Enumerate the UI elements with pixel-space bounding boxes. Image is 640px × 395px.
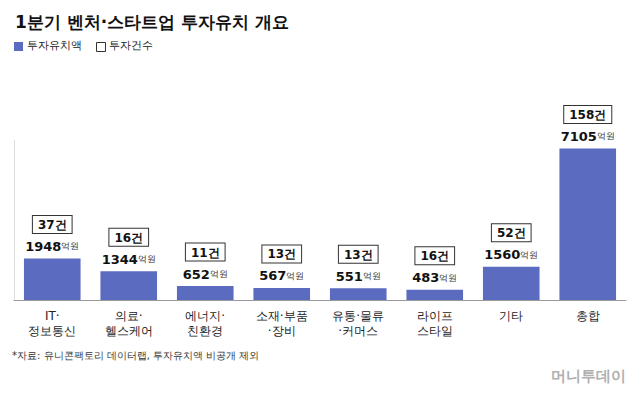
svg-text:친환경: 친환경 — [187, 324, 223, 338]
svg-text:헬스케어: 헬스케어 — [105, 324, 153, 338]
svg-text:억원: 억원 — [138, 254, 156, 264]
svg-text:억원: 억원 — [520, 250, 538, 260]
svg-text:13건: 13건 — [344, 248, 373, 262]
svg-text:총합: 총합 — [576, 309, 600, 323]
svg-text:551: 551 — [336, 269, 363, 284]
svg-text:의료·: 의료· — [115, 309, 143, 323]
svg-text:1분기 벤처·스타트업 투자유치 개요: 1분기 벤처·스타트업 투자유치 개요 — [15, 12, 289, 32]
svg-text:11건: 11건 — [191, 246, 220, 260]
svg-text:기타: 기타 — [499, 309, 523, 323]
svg-text:스타일: 스타일 — [417, 324, 453, 338]
svg-text:소재·부품: 소재·부품 — [256, 309, 308, 323]
svg-text:652: 652 — [183, 267, 210, 282]
svg-text:483: 483 — [412, 270, 439, 285]
svg-text:13건: 13건 — [267, 247, 296, 261]
svg-text:유통·물류: 유통·물류 — [332, 309, 384, 323]
svg-text:37건: 37건 — [38, 218, 67, 232]
svg-text:*자료: 유니콘팩토리 데이터랩, 투자유치액 비공개 제외: *자료: 유니콘팩토리 데이터랩, 투자유치액 비공개 제외 — [12, 350, 259, 361]
svg-text:억원: 억원 — [286, 271, 304, 281]
svg-text:567: 567 — [259, 268, 286, 283]
svg-text:억원: 억원 — [210, 269, 228, 279]
svg-text:IT·: IT· — [45, 309, 60, 323]
svg-text:억원: 억원 — [597, 131, 615, 141]
svg-text:·장비: ·장비 — [268, 324, 296, 338]
svg-text:라이프: 라이프 — [417, 309, 453, 323]
svg-text:158건: 158건 — [569, 108, 606, 122]
svg-text:투자유치액: 투자유치액 — [27, 39, 82, 52]
svg-text:16건: 16건 — [420, 249, 449, 263]
svg-text:투자건수: 투자건수 — [109, 39, 153, 52]
svg-text:1344: 1344 — [102, 252, 138, 267]
svg-text:억원: 억원 — [61, 241, 79, 251]
svg-text:1948: 1948 — [25, 239, 61, 254]
svg-text:억원: 억원 — [439, 273, 457, 283]
svg-text:1560: 1560 — [484, 247, 520, 262]
svg-text:16건: 16건 — [114, 231, 143, 245]
svg-text:·커머스: ·커머스 — [338, 324, 378, 338]
svg-text:7105: 7105 — [561, 129, 597, 144]
svg-text:머니투데이: 머니투데이 — [551, 367, 626, 385]
svg-text:52건: 52건 — [497, 226, 526, 240]
svg-text:에너지·: 에너지· — [185, 309, 225, 323]
svg-text:억원: 억원 — [363, 271, 381, 281]
svg-text:정보통신: 정보통신 — [28, 324, 76, 338]
